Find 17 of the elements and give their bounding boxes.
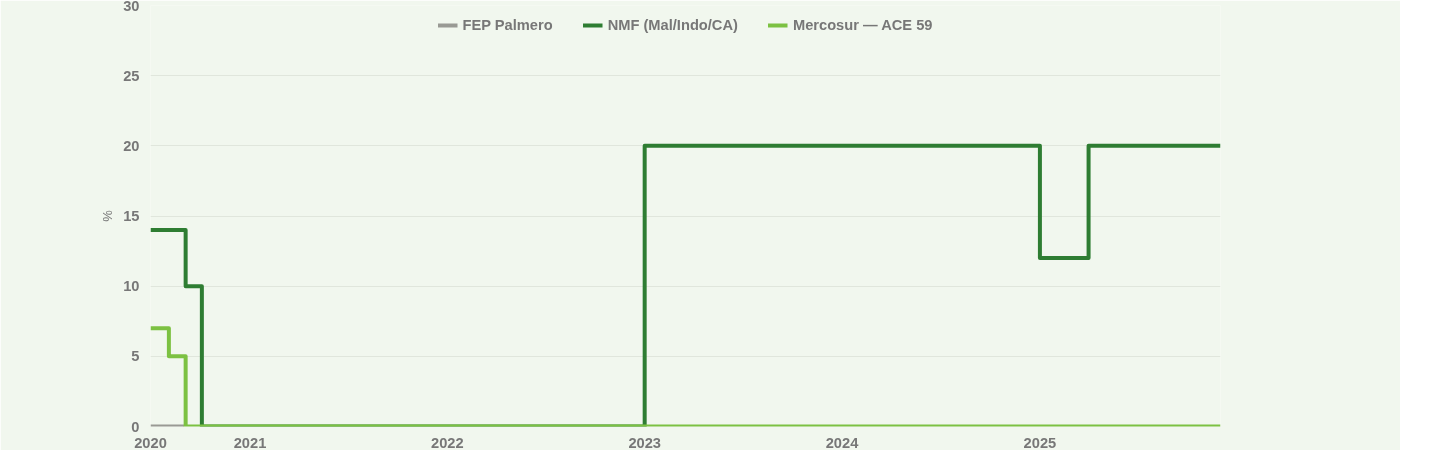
x-tick-label: 2024	[825, 434, 860, 451]
y-tick-label: 0	[131, 418, 140, 435]
y-tick-label: 30	[123, 0, 140, 14]
x-tick-label: 2021	[233, 434, 267, 451]
x-tick-label: 2025	[1023, 434, 1057, 451]
legend-label: FEP Palmero	[462, 17, 553, 33]
y-axis-title: %	[100, 209, 116, 222]
legend-label: NMF (Mal/Indo/CA)	[607, 17, 738, 33]
legend-label: Mercosur — ACE 59	[792, 17, 933, 33]
x-tick-label: 2022	[431, 434, 464, 451]
y-tick-label: 15	[123, 208, 140, 224]
y-tick-label: 10	[123, 278, 140, 295]
x-tick-label: 2023	[628, 434, 661, 451]
y-tick-label: 5	[131, 348, 140, 365]
y-tick-label: 20	[123, 137, 140, 154]
x-tick-label: 2020	[134, 434, 167, 451]
y-tick-label: 25	[123, 67, 140, 84]
